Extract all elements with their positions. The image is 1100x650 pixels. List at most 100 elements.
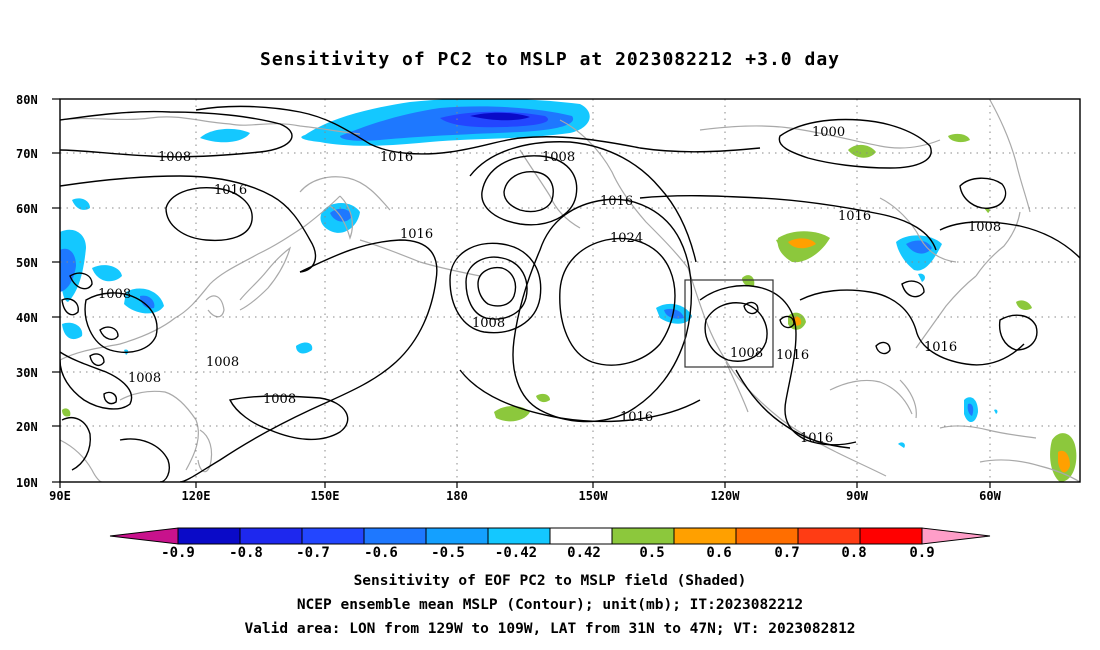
coast-baja <box>725 361 749 413</box>
colorbar-label: 0.9 <box>909 545 934 561</box>
colorbar-label: -0.9 <box>161 545 195 561</box>
coast-north-america-west <box>687 267 837 453</box>
siberia-negative-b <box>92 265 122 282</box>
contour-1024-high <box>559 237 676 366</box>
contour-1016-siberia <box>60 175 317 273</box>
lon-label: 180 <box>446 489 468 503</box>
contour-1008-kamchatka <box>165 187 253 242</box>
contour-1008-tropic-south <box>119 438 170 482</box>
contour-label: 1008 <box>968 220 1001 235</box>
contour-label: 1016 <box>380 150 413 165</box>
coast-siberia-arctic <box>60 116 361 135</box>
contour-1008-atlantic <box>939 221 1080 259</box>
contour-1016-east-coast <box>998 314 1038 351</box>
siberia-negative-a-core <box>60 248 76 292</box>
contour-label: 1016 <box>800 431 833 446</box>
arctic-negative-max <box>470 112 530 121</box>
coast-us-east <box>915 275 977 349</box>
contour-label: 1008 <box>206 355 239 370</box>
colorbar-cell <box>425 527 489 545</box>
contour-label: 1000 <box>812 125 845 140</box>
positive-shading <box>62 133 1077 482</box>
colorbar-cells <box>177 527 923 545</box>
colorbar: -0.9 -0.8 -0.7 -0.6 -0.5 -0.42 0.42 0.5 … <box>109 527 991 561</box>
contour-1016-mexico <box>735 369 851 449</box>
colorbar-label: 0.6 <box>706 545 731 561</box>
latitude-labels: 80N 70N 60N 50N 40N 30N 20N 10N <box>16 93 38 490</box>
coast-greenland <box>989 99 1031 213</box>
shaded-sensitivity <box>60 99 1077 482</box>
colorbar-label: 0.7 <box>774 545 799 561</box>
mslp-contours <box>60 105 1080 482</box>
contour-1016-southwest <box>699 285 857 446</box>
contour-label: 1016 <box>838 209 871 224</box>
coast-east-asia <box>60 195 341 361</box>
contour-1008-tropic-blob <box>103 391 118 405</box>
colorbar-label: -0.6 <box>364 545 398 561</box>
atlantic-negative-core <box>967 403 974 416</box>
atlantic-positive <box>1016 300 1032 310</box>
tropical-positive-c-core <box>1058 450 1070 473</box>
axis-ticks <box>52 98 991 488</box>
small-negative-b <box>296 342 313 354</box>
contour-1016-east-lows-c <box>743 301 759 315</box>
colorbar-label: 0.42 <box>567 545 601 561</box>
colorbar-cell <box>611 527 675 545</box>
contour-1000-aleutian-inner <box>503 171 554 213</box>
colorbar-cell <box>487 527 551 545</box>
lon-label: 150E <box>311 489 340 503</box>
contour-1008-small-b <box>99 326 119 341</box>
contour-992-low-center-inner <box>477 266 517 307</box>
coast-florida <box>899 379 917 419</box>
caption-line-3: Valid area: LON from 129W to 109W, LAT f… <box>244 621 856 637</box>
lon-label: 120E <box>182 489 211 503</box>
contour-label-group: 1008 1016 1016 1008 1016 1016 1024 1000 … <box>98 125 1001 446</box>
contour-1008-small-c <box>89 353 105 367</box>
rockies-positive-core <box>788 238 816 249</box>
contour-1008-tropics <box>228 395 349 441</box>
small-positive-a <box>776 239 781 244</box>
small-negative-d <box>918 273 925 282</box>
lon-label: 90E <box>49 489 71 503</box>
contour-label: 1008 <box>158 150 191 165</box>
negative-shading <box>60 99 998 448</box>
coast-south-america <box>979 459 1080 482</box>
coastlines <box>60 99 1080 482</box>
coast-japan <box>239 246 292 311</box>
contour-1016-us <box>799 289 1025 366</box>
coast-central-america <box>835 451 887 477</box>
map-title: Sensitivity of PC2 to MSLP at 2023082212… <box>259 49 840 70</box>
rockies-positive-b <box>742 275 755 287</box>
small-positive-c <box>62 408 71 417</box>
contour-1008-small-d <box>61 298 79 316</box>
small-negative-c <box>898 442 905 448</box>
contour-1016-subtropical-high <box>512 198 693 423</box>
contour-1016-arctic <box>195 105 761 155</box>
colorbar-labels: -0.9 -0.8 -0.7 -0.6 -0.5 -0.42 0.42 0.5 … <box>161 545 935 561</box>
siberia-negative-c-core <box>140 295 155 309</box>
lon-label: 60W <box>979 489 1001 503</box>
lat-label: 60N <box>16 202 38 216</box>
colorbar-label: -0.7 <box>296 545 330 561</box>
colorbar-cell <box>797 527 861 545</box>
lat-label: 80N <box>16 93 38 107</box>
contour-label: 1016 <box>400 227 433 242</box>
siberia-negative-d <box>62 322 83 340</box>
contour-1016-east-lows <box>875 341 891 355</box>
lon-label: 90W <box>846 489 868 503</box>
lon-label: 120W <box>711 489 741 503</box>
contour-label: 1008 <box>472 316 505 331</box>
lat-label: 30N <box>16 366 38 380</box>
contour-1008-low-center-outer <box>449 242 542 334</box>
small-negative-e <box>994 409 998 414</box>
contour-1008-west-inner <box>60 351 133 410</box>
colorbar-label: 0.5 <box>639 545 664 561</box>
contour-1000-low-center-mid <box>465 256 528 320</box>
coast-philippines <box>197 429 213 473</box>
coast-alaska-west <box>519 149 581 229</box>
contour-label: 1016 <box>600 194 633 209</box>
colorbar-cell <box>859 527 923 545</box>
map-frame <box>59 98 1081 483</box>
coast-okhotsk <box>299 176 391 211</box>
